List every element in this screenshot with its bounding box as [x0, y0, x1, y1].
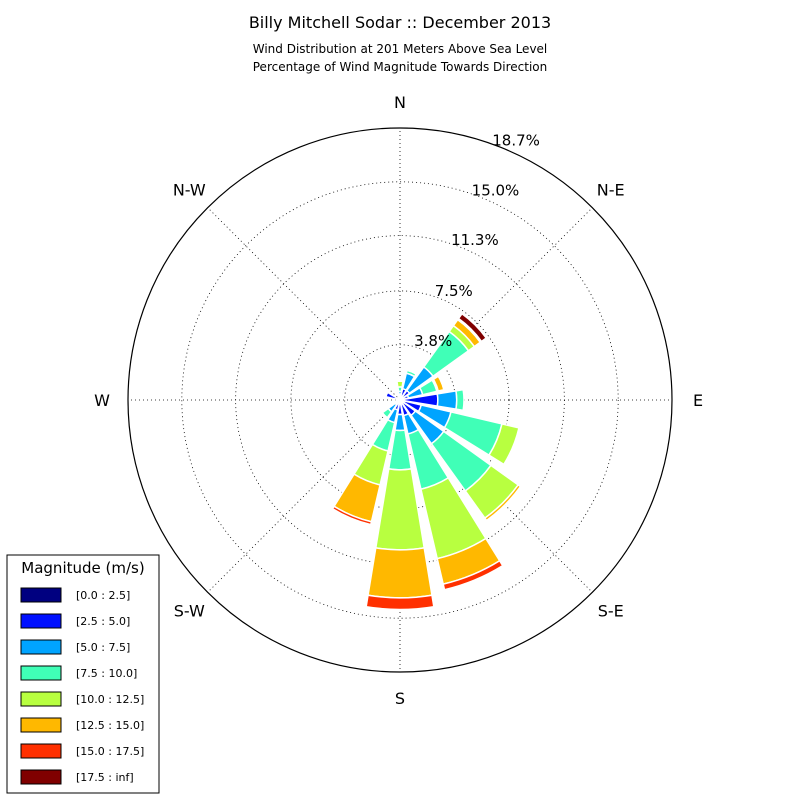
wedge-dir45-bin7 [457, 312, 488, 343]
wedge-dir67.5-bin7 [438, 373, 448, 391]
wedge-dir202.5-bin6 [331, 505, 373, 526]
grid-spoke [207, 207, 401, 401]
ring-label: 18.7% [492, 132, 540, 150]
legend-swatch [20, 717, 62, 733]
wedge-dir225-bin4 [380, 411, 389, 420]
grid-spoke [207, 399, 401, 593]
ring-label: 11.3% [451, 231, 499, 249]
direction-label: N-W [173, 180, 206, 199]
direction-label: N-E [597, 180, 625, 199]
grid-ring [181, 181, 619, 619]
legend-entry-label: [10.0 : 12.5] [76, 693, 144, 706]
legend-entry-label: [12.5 : 15.0] [76, 719, 144, 732]
legend-title: Magnitude (m/s) [21, 559, 144, 577]
direction-label: S [395, 689, 405, 708]
legend-entry-label: [5.0 : 7.5] [76, 641, 130, 654]
chart-title: Billy Mitchell Sodar :: December 2013 [249, 13, 551, 32]
outer-ring [127, 127, 673, 673]
wedge-dir180-bin5 [367, 546, 433, 599]
direction-label: S-E [598, 602, 624, 621]
wedge-dir90-bin3 [455, 388, 465, 412]
wedge-dir0-bin5 [395, 378, 405, 383]
direction-label: S-W [174, 602, 205, 621]
legend-swatch [20, 639, 62, 655]
legend-swatch [20, 665, 62, 681]
legend-swatch [20, 769, 62, 785]
legend-entry-label: [15.0 : 17.5] [76, 745, 144, 758]
wedge-dir135-bin5 [483, 483, 522, 522]
legend-entry-label: [0.0 : 2.5] [76, 589, 130, 602]
direction-label: E [693, 391, 703, 410]
chart-subtitle-1: Wind Distribution at 201 Meters Above Se… [253, 42, 548, 56]
legend-entry-label: [7.5 : 10.0] [76, 667, 137, 680]
wedge-dir337.5-bin0 [398, 397, 401, 401]
ring-label: 3.8% [414, 332, 452, 350]
legend-swatch [20, 691, 62, 707]
legend-swatch [20, 587, 62, 603]
legend-entry-label: [17.5 : inf] [76, 771, 134, 784]
wedge-dir112.5-bin4 [487, 423, 520, 466]
grid-ring [290, 290, 510, 510]
direction-label: W [94, 391, 110, 410]
ring-label: 7.5% [435, 282, 473, 300]
legend-entry-label: [2.5 : 5.0] [76, 615, 130, 628]
legend: Magnitude (m/s) [0.0 : 2.5] [2.5 : 5.0] [5… [6, 554, 160, 794]
legend-swatch [20, 613, 62, 629]
wedge-dir247.5-bin3 [392, 400, 397, 405]
direction-label: N [394, 93, 406, 112]
wedge-dir0-bin4 [396, 380, 404, 388]
wedge-dir22.5-bin4 [406, 367, 418, 376]
wedge-dir180-bin6 [365, 594, 435, 611]
chart-subtitle-2: Percentage of Wind Magnitude Towards Dir… [253, 60, 547, 74]
wedge-dir157.5-bin6 [442, 559, 504, 591]
polar-plot: 3.8% 7.5% 11.3% 15.0% 18.7% N N-E E S-E S S-W W N-W [94, 93, 703, 708]
wedge-dir292.5-bin2 [383, 390, 389, 398]
ring-label: 15.0% [472, 181, 520, 199]
grid-spoke [399, 207, 593, 401]
legend-swatch [20, 743, 62, 759]
wedge-dir180-bin4 [374, 468, 426, 551]
wedge-dir90-bin2 [436, 389, 458, 411]
